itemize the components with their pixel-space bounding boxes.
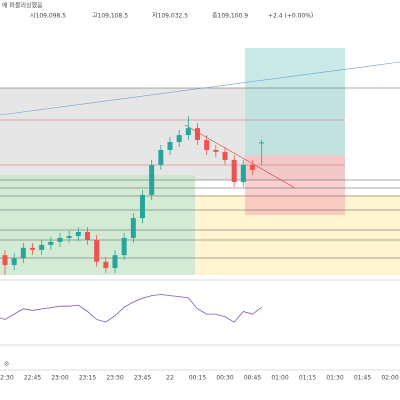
candle-body	[94, 239, 100, 262]
x-tick-label: 22	[166, 375, 174, 382]
candle-body	[85, 232, 90, 240]
rsi-line	[0, 294, 262, 323]
header-high: 고109,108.5	[92, 13, 128, 20]
candle-body	[57, 237, 63, 242]
target-box	[245, 48, 345, 155]
x-tick-label: 00:15	[189, 375, 206, 382]
x-tick-label: 00:45	[244, 375, 261, 382]
candle-body	[48, 241, 54, 245]
h-lines	[0, 87, 400, 259]
header-title: 에 퍼블리싱했음	[2, 2, 43, 10]
candle-body	[250, 164, 255, 170]
x-tick-label: 01:00	[271, 375, 288, 382]
candle-body	[167, 142, 173, 150]
candle-body	[231, 159, 237, 183]
x-tick-label: 22:30	[0, 375, 14, 382]
trend-line	[184, 124, 296, 189]
candle-body	[66, 235, 72, 238]
candle-body	[176, 135, 182, 143]
candle-body	[195, 128, 200, 141]
candle-body	[30, 247, 35, 250]
x-tick-label: 02:00	[381, 375, 398, 382]
icon: ⊘	[4, 361, 9, 368]
x-tick-label: 23:30	[106, 375, 123, 382]
candle-body	[213, 149, 219, 152]
candle-body	[240, 164, 246, 183]
candle-body	[121, 237, 127, 256]
x-tick-label: 23:15	[79, 375, 96, 382]
candle-body	[149, 164, 155, 195]
header-change: +2.4 (+0.00%)	[268, 13, 313, 20]
candle-body	[140, 194, 145, 219]
candle-body	[103, 261, 109, 269]
candle-body	[11, 258, 17, 266]
header-low: 저109,032.5	[152, 12, 188, 20]
candle-body	[204, 140, 210, 150]
candle-body	[2, 255, 8, 266]
x-tick-label: 22:45	[24, 375, 41, 382]
candle-body	[20, 247, 26, 259]
candle-body	[75, 232, 81, 236]
x-tick-label: 00:30	[216, 375, 233, 382]
stop-box	[245, 155, 345, 215]
x-tick-label: 01:45	[354, 375, 371, 382]
header-open: 시109,098.5	[30, 13, 66, 20]
x-tick-label: 01:30	[326, 375, 343, 382]
x-tick-label: 23:00	[51, 375, 68, 382]
candle-body	[130, 218, 136, 238]
candle-body	[185, 128, 191, 136]
x-tick-label: 01:15	[299, 375, 316, 382]
candle-body	[222, 151, 228, 160]
header-close: 종109,100.9	[212, 13, 248, 20]
candle-body	[112, 255, 118, 269]
candle-body	[39, 244, 45, 250]
candle-body	[158, 149, 164, 165]
candle-body	[259, 142, 265, 144]
trend-line	[0, 61, 400, 116]
x-tick-label: 23:45	[134, 375, 151, 382]
